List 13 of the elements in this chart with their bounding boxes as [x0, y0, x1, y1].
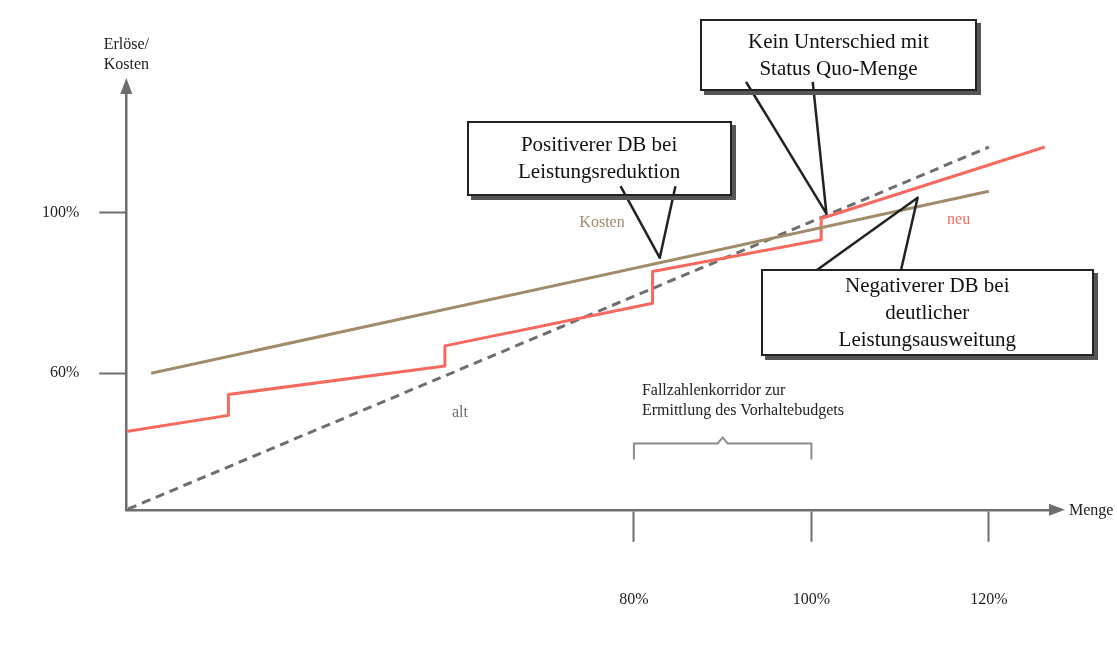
y-axis-title: Erlöse/ Kosten — [103, 34, 149, 74]
x-axis-title: Menge — [1069, 499, 1114, 520]
x-tick-label: 80% — [619, 589, 649, 607]
annotation: Negativerer DB bei deutlicher Leistungsausweitung — [760, 269, 1094, 357]
series-label: neu — [947, 209, 971, 227]
annotation: Positiverer DB bei Leistungsreduktion — [466, 120, 732, 196]
text: Kein Unterschied mit Status Quo-Menge — [699, 19, 977, 92]
series-label: alt — [451, 402, 469, 420]
x-tick-label: 100% — [792, 589, 831, 607]
text: Kosten — [579, 212, 625, 230]
y-tick-label: 60% — [50, 363, 80, 381]
x-tick-label: 120% — [970, 589, 1008, 607]
annotation: Fallzahlenkorridor zur Ermittlung des Vorhaltebudgets — [641, 380, 844, 421]
